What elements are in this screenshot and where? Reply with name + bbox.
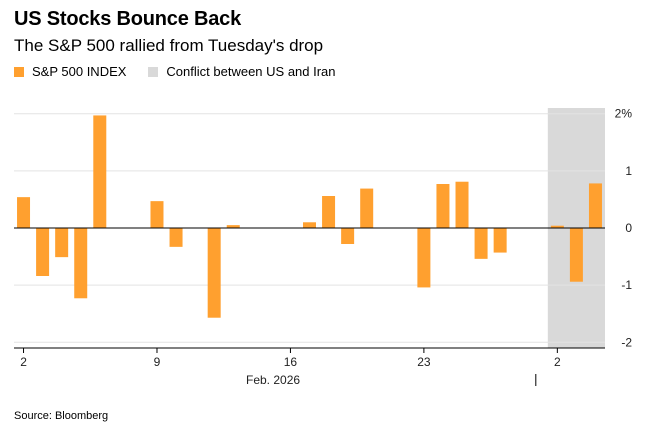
bar — [360, 188, 374, 228]
y-tick-label: -2 — [621, 335, 632, 349]
x-tick-label: 16 — [284, 355, 298, 369]
bar — [150, 201, 164, 228]
bar — [493, 228, 507, 253]
bar — [55, 228, 69, 258]
legend-swatch-sp500 — [14, 66, 24, 77]
legend-item-sp500: S&P 500 INDEX — [14, 64, 126, 79]
x-tick-label: 23 — [417, 355, 431, 369]
bar — [36, 228, 50, 276]
bar — [436, 184, 450, 228]
bar — [93, 115, 107, 228]
x-tick-label: 9 — [154, 355, 161, 369]
chart-title: US Stocks Bounce Back — [14, 8, 241, 30]
y-tick-label: 2% — [615, 107, 633, 121]
legend-label-sp500: S&P 500 INDEX — [32, 64, 127, 79]
bar — [588, 183, 602, 228]
bar — [17, 197, 31, 228]
bar — [569, 228, 583, 282]
y-tick-label: 1 — [625, 164, 632, 178]
y-tick-label: -1 — [621, 278, 632, 292]
legend-item-conflict: Conflict between US and Iran — [148, 64, 336, 79]
y-tick-label: 0 — [625, 221, 632, 235]
bar — [74, 228, 88, 299]
bar — [550, 225, 564, 228]
bar — [474, 228, 488, 259]
bar — [303, 222, 316, 228]
x-tick-label: 2 — [554, 355, 561, 369]
source-note: Source: Bloomberg — [14, 410, 109, 422]
chart-subtitle: The S&P 500 rallied from Tuesday's drop — [14, 36, 324, 55]
x-tick-label: 2 — [20, 355, 27, 369]
bar — [207, 228, 221, 318]
legend: S&P 500 INDEX Conflict between US and Ir… — [14, 64, 358, 79]
bar — [322, 196, 336, 228]
x-group-label: Feb. 2026 — [246, 373, 300, 387]
bar — [455, 181, 469, 228]
bar — [169, 228, 183, 247]
legend-swatch-conflict — [148, 66, 159, 77]
bar — [417, 228, 431, 288]
bar — [226, 225, 240, 228]
legend-label-conflict: Conflict between US and Iran — [166, 64, 336, 79]
bar — [341, 228, 355, 244]
